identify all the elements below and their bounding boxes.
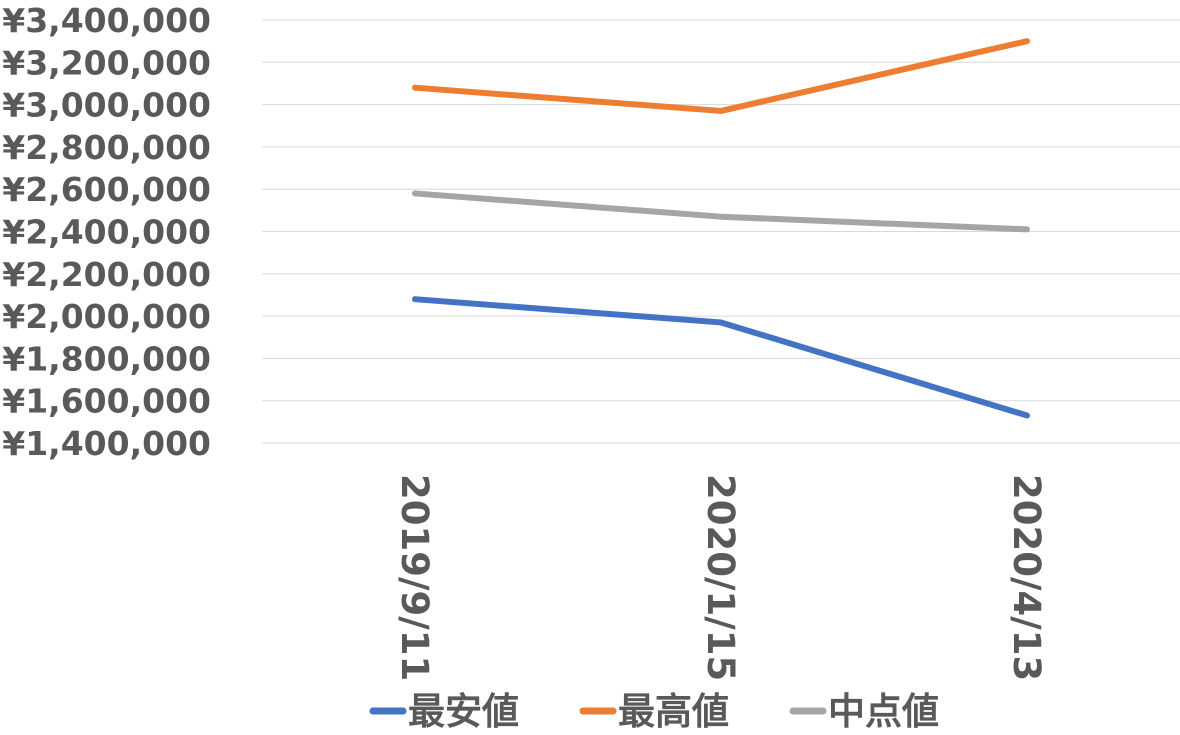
y-axis-tick-labels: ¥1,400,000¥1,600,000 ¥1,800,000¥2,000,000… [2, 1, 211, 463]
y-tick-label: ¥3,000,000 [2, 86, 211, 125]
x-axis-tick-labels: 2019/9/11 2020/1/15 2020/4/13 [393, 474, 1048, 681]
y-tick-label: ¥1,600,000 [2, 382, 211, 421]
legend-label: 最安値 [408, 690, 519, 733]
legend: 最安値 最高値 中点値 [369, 690, 939, 733]
series-line [412, 296, 1030, 419]
x-tick-label: 2020/4/13 [1005, 474, 1048, 681]
y-tick-label: ¥3,200,000 [2, 43, 211, 82]
y-tick-label: ¥3,400,000 [2, 1, 211, 40]
x-tick-label: 2019/9/11 [393, 474, 436, 681]
y-tick-label: ¥2,400,000 [2, 213, 211, 252]
legend-label: 最高値 [618, 690, 729, 733]
y-tick-label: ¥1,800,000 [2, 339, 211, 378]
y-tick-label: ¥2,600,000 [2, 170, 211, 209]
y-tick-label: ¥2,800,000 [2, 128, 211, 167]
series-line [412, 38, 1030, 114]
x-tick-label: 2020/1/15 [699, 474, 742, 681]
y-tick-label: ¥1,400,000 [2, 424, 211, 463]
series-lines [412, 38, 1030, 419]
legend-label: 中点値 [828, 690, 939, 733]
gridlines [262, 19, 1180, 444]
y-tick-label: ¥2,000,000 [2, 297, 211, 336]
y-tick-label: ¥2,200,000 [2, 255, 211, 294]
series-line [412, 190, 1030, 233]
